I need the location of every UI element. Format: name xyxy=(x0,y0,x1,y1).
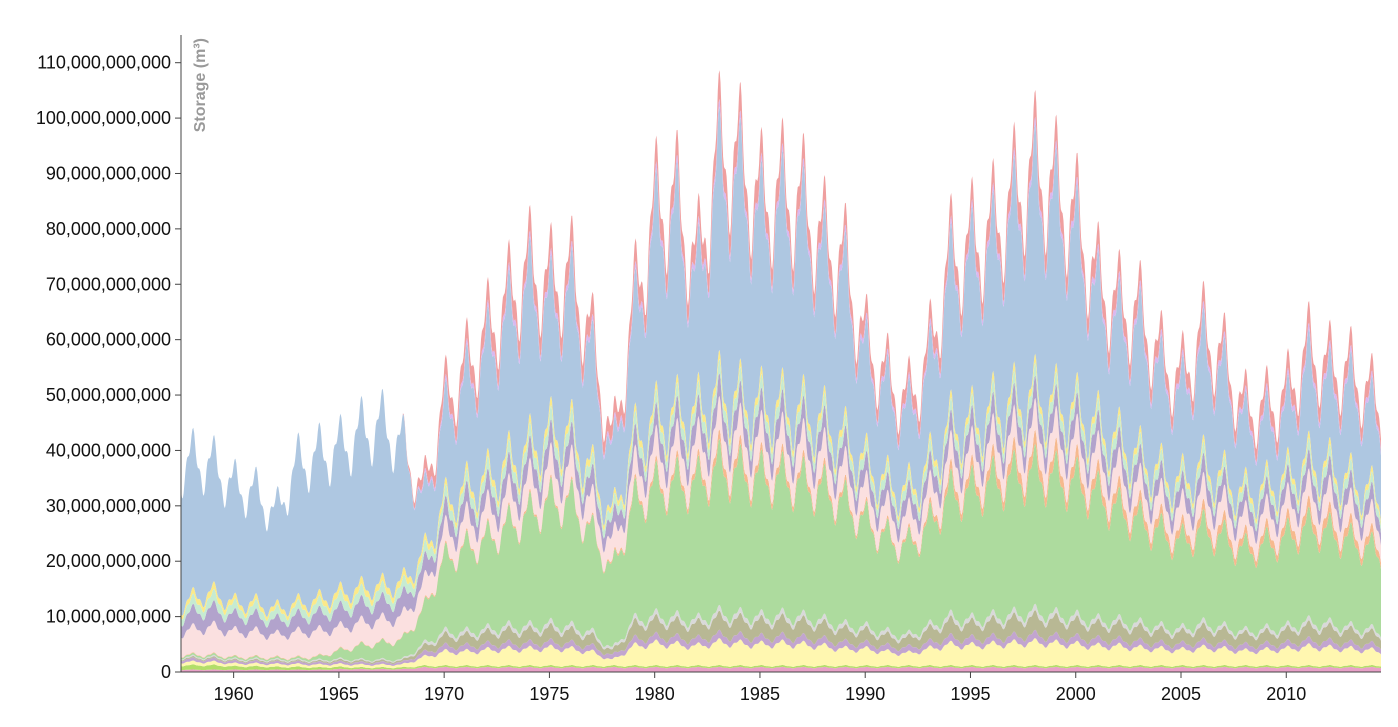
area-series-6 xyxy=(181,438,1381,662)
y-tick-label: 80,000,000,000 xyxy=(46,219,171,239)
y-tick-label: 110,000,000,000 xyxy=(37,53,171,73)
x-tick-label: 1995 xyxy=(950,684,990,704)
x-tick-label: 1965 xyxy=(319,684,359,704)
x-tick-label: 2010 xyxy=(1266,684,1306,704)
area-layers xyxy=(181,70,1381,672)
x-tick-label: 2005 xyxy=(1161,684,1201,704)
area-series-8 xyxy=(181,395,1381,660)
area-series-2 xyxy=(181,638,1381,669)
y-tick-label: 40,000,000,000 xyxy=(46,440,171,460)
y-tick-label: 50,000,000,000 xyxy=(46,385,171,405)
x-tick-label: 1985 xyxy=(740,684,780,704)
area-series-9 xyxy=(181,372,1381,640)
y-tick-label: 70,000,000,000 xyxy=(46,274,171,294)
x-tick-label: 1960 xyxy=(214,684,254,704)
area-series-10 xyxy=(181,358,1381,628)
y-tick-label: 60,000,000,000 xyxy=(46,330,171,350)
x-axis: 1960 1965 1970 1975 1980 1985 1990 1995 2000 2005… xyxy=(181,671,1381,704)
y-tick-label: 90,000,000,000 xyxy=(46,163,171,183)
area-series-4 xyxy=(181,610,1381,665)
area-series-7 xyxy=(181,429,1381,661)
y-tick-label: 10,000,000,000 xyxy=(46,607,171,627)
area-series-11 xyxy=(181,349,1381,621)
y-axis-label: Storage (m³) xyxy=(192,38,209,132)
area-series-3 xyxy=(181,629,1381,666)
y-axis: 0 10,000,000,000 20,000,000,000 30,000,000,… xyxy=(36,35,182,682)
area-series-1 xyxy=(181,664,1381,671)
x-tick-label: 1990 xyxy=(845,684,885,704)
x-tick-label: 1975 xyxy=(529,684,569,704)
x-tick-label: 1970 xyxy=(424,684,464,704)
y-tick-label: 30,000,000,000 xyxy=(46,496,171,516)
area-series-0 xyxy=(181,666,1381,672)
y-tick-label: 100,000,000,000 xyxy=(36,108,171,128)
y-tick-label: 20,000,000,000 xyxy=(46,551,171,571)
x-tick-label: 2000 xyxy=(1056,684,1096,704)
y-tick-label: 0 xyxy=(161,662,171,682)
x-tick-label: 1980 xyxy=(635,684,675,704)
area-series-12 xyxy=(181,106,1381,617)
